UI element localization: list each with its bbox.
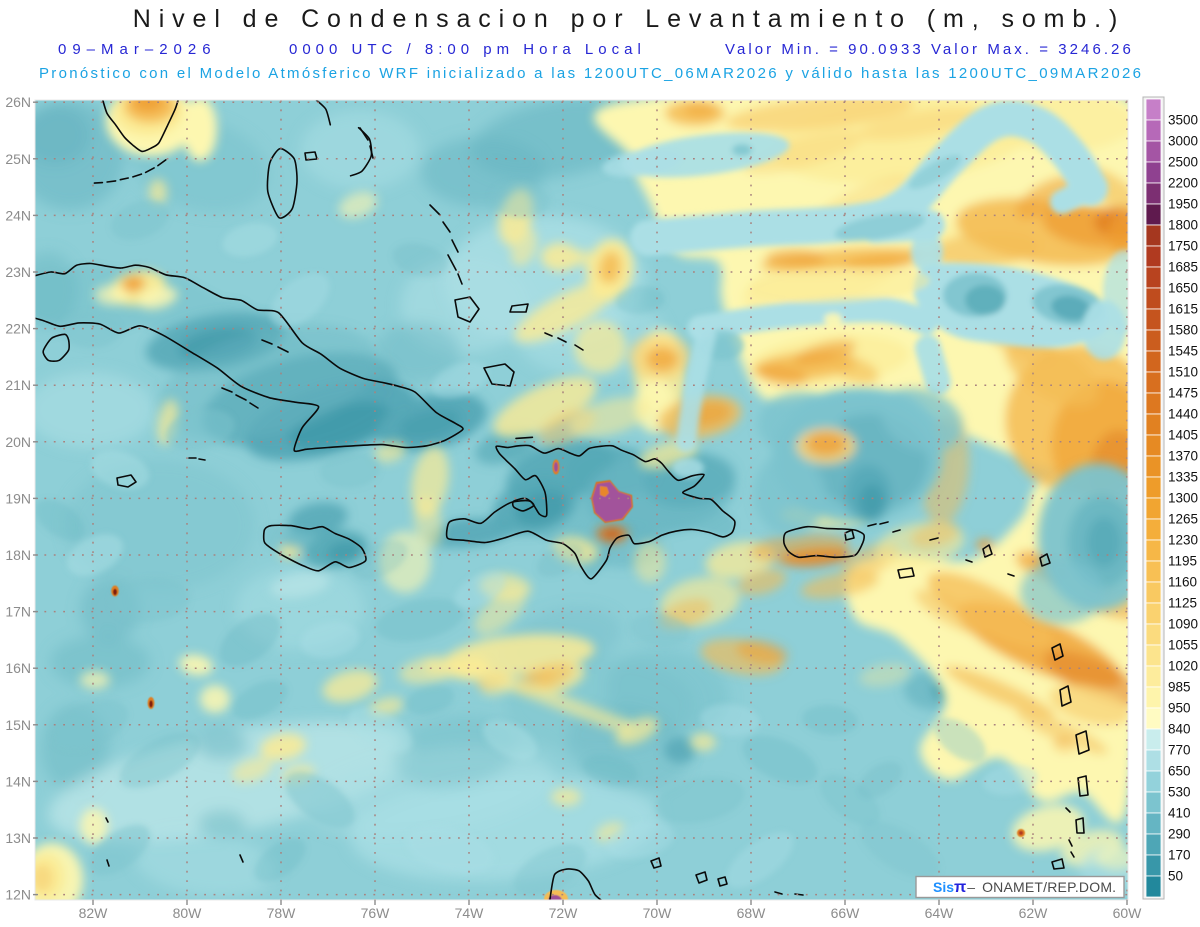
svg-text:840: 840: [1168, 722, 1191, 737]
svg-text:26N: 26N: [5, 94, 31, 110]
svg-text:1800: 1800: [1168, 218, 1198, 233]
svg-text:1195: 1195: [1168, 554, 1197, 569]
svg-text:770: 770: [1168, 743, 1191, 758]
svg-text:1265: 1265: [1168, 512, 1198, 527]
svg-text:1750: 1750: [1168, 239, 1198, 254]
svg-text:Valor Min. = 90.0933 Valor Ma: Valor Min. = 90.0933 Valor Max. = 3246.2…: [725, 41, 1134, 58]
svg-text:1685: 1685: [1168, 260, 1198, 275]
svg-text:1440: 1440: [1168, 407, 1198, 422]
svg-text:1510: 1510: [1168, 365, 1198, 380]
svg-text:64W: 64W: [925, 905, 955, 921]
svg-text:09–Mar–2026: 09–Mar–2026: [58, 41, 217, 58]
svg-text:1475: 1475: [1168, 386, 1198, 401]
svg-text:15N: 15N: [5, 717, 31, 733]
svg-text:23N: 23N: [5, 264, 31, 280]
svg-text:13N: 13N: [5, 830, 31, 846]
svg-text:14N: 14N: [5, 773, 31, 789]
svg-text:80W: 80W: [173, 905, 203, 921]
svg-text:76W: 76W: [361, 905, 391, 921]
svg-text:1335: 1335: [1168, 470, 1198, 485]
svg-text:74W: 74W: [455, 905, 485, 921]
svg-text:24N: 24N: [5, 207, 31, 223]
svg-text:1405: 1405: [1168, 428, 1198, 443]
svg-text:62W: 62W: [1019, 905, 1049, 921]
svg-text:66W: 66W: [831, 905, 861, 921]
svg-text:1615: 1615: [1168, 302, 1198, 317]
svg-text:2500: 2500: [1168, 155, 1198, 170]
svg-text:16N: 16N: [5, 660, 31, 676]
svg-text:1125: 1125: [1168, 596, 1197, 611]
svg-text:985: 985: [1168, 680, 1191, 695]
svg-text:1950: 1950: [1168, 197, 1198, 212]
svg-text:21N: 21N: [5, 377, 31, 393]
svg-text:22N: 22N: [5, 321, 31, 337]
svg-text:50: 50: [1168, 869, 1183, 884]
svg-text:1300: 1300: [1168, 491, 1198, 506]
svg-text:950: 950: [1168, 701, 1191, 716]
svg-text:1650: 1650: [1168, 281, 1198, 296]
svg-text:1020: 1020: [1168, 659, 1198, 674]
svg-text:3500: 3500: [1168, 113, 1198, 128]
svg-text:Pronóstico con el Modelo Atmo: Pronóstico con el Modelo Atmósferico W…: [39, 65, 1143, 82]
svg-text:1055: 1055: [1168, 638, 1198, 653]
svg-text:650: 650: [1168, 764, 1191, 779]
svg-text:12N: 12N: [5, 887, 31, 903]
svg-text:2200: 2200: [1168, 176, 1198, 191]
svg-text:0000 UTC / 8:00 pm Hora Local: 0000 UTC / 8:00 pm Hora Local: [289, 41, 646, 58]
svg-text:25N: 25N: [5, 151, 31, 167]
svg-text:290: 290: [1168, 827, 1191, 842]
svg-text:1230: 1230: [1168, 533, 1198, 548]
svg-text:17N: 17N: [5, 604, 31, 620]
svg-text:Sisπ–ONAMET/REP.DOM.: Sisπ– ONAMET/REP.DOM.: [933, 879, 1116, 896]
svg-text:82W: 82W: [79, 905, 109, 921]
svg-text:1160: 1160: [1168, 575, 1197, 590]
svg-text:70W: 70W: [643, 905, 673, 921]
svg-text:20N: 20N: [5, 434, 31, 450]
svg-text:1090: 1090: [1168, 617, 1198, 632]
svg-text:530: 530: [1168, 785, 1191, 800]
svg-text:170: 170: [1168, 848, 1191, 863]
svg-text:Nivel de Condensacion por Leva: Nivel de Condensacion por Levantamiento …: [133, 5, 1126, 33]
svg-text:72W: 72W: [549, 905, 579, 921]
svg-text:19N: 19N: [5, 490, 31, 506]
svg-text:68W: 68W: [737, 905, 767, 921]
svg-text:60W: 60W: [1113, 905, 1143, 921]
svg-text:18N: 18N: [5, 547, 31, 563]
svg-text:1580: 1580: [1168, 323, 1198, 338]
svg-text:1370: 1370: [1168, 449, 1198, 464]
svg-text:410: 410: [1168, 806, 1191, 821]
svg-text:1545: 1545: [1168, 344, 1198, 359]
svg-text:3000: 3000: [1168, 134, 1198, 149]
svg-text:78W: 78W: [267, 905, 297, 921]
